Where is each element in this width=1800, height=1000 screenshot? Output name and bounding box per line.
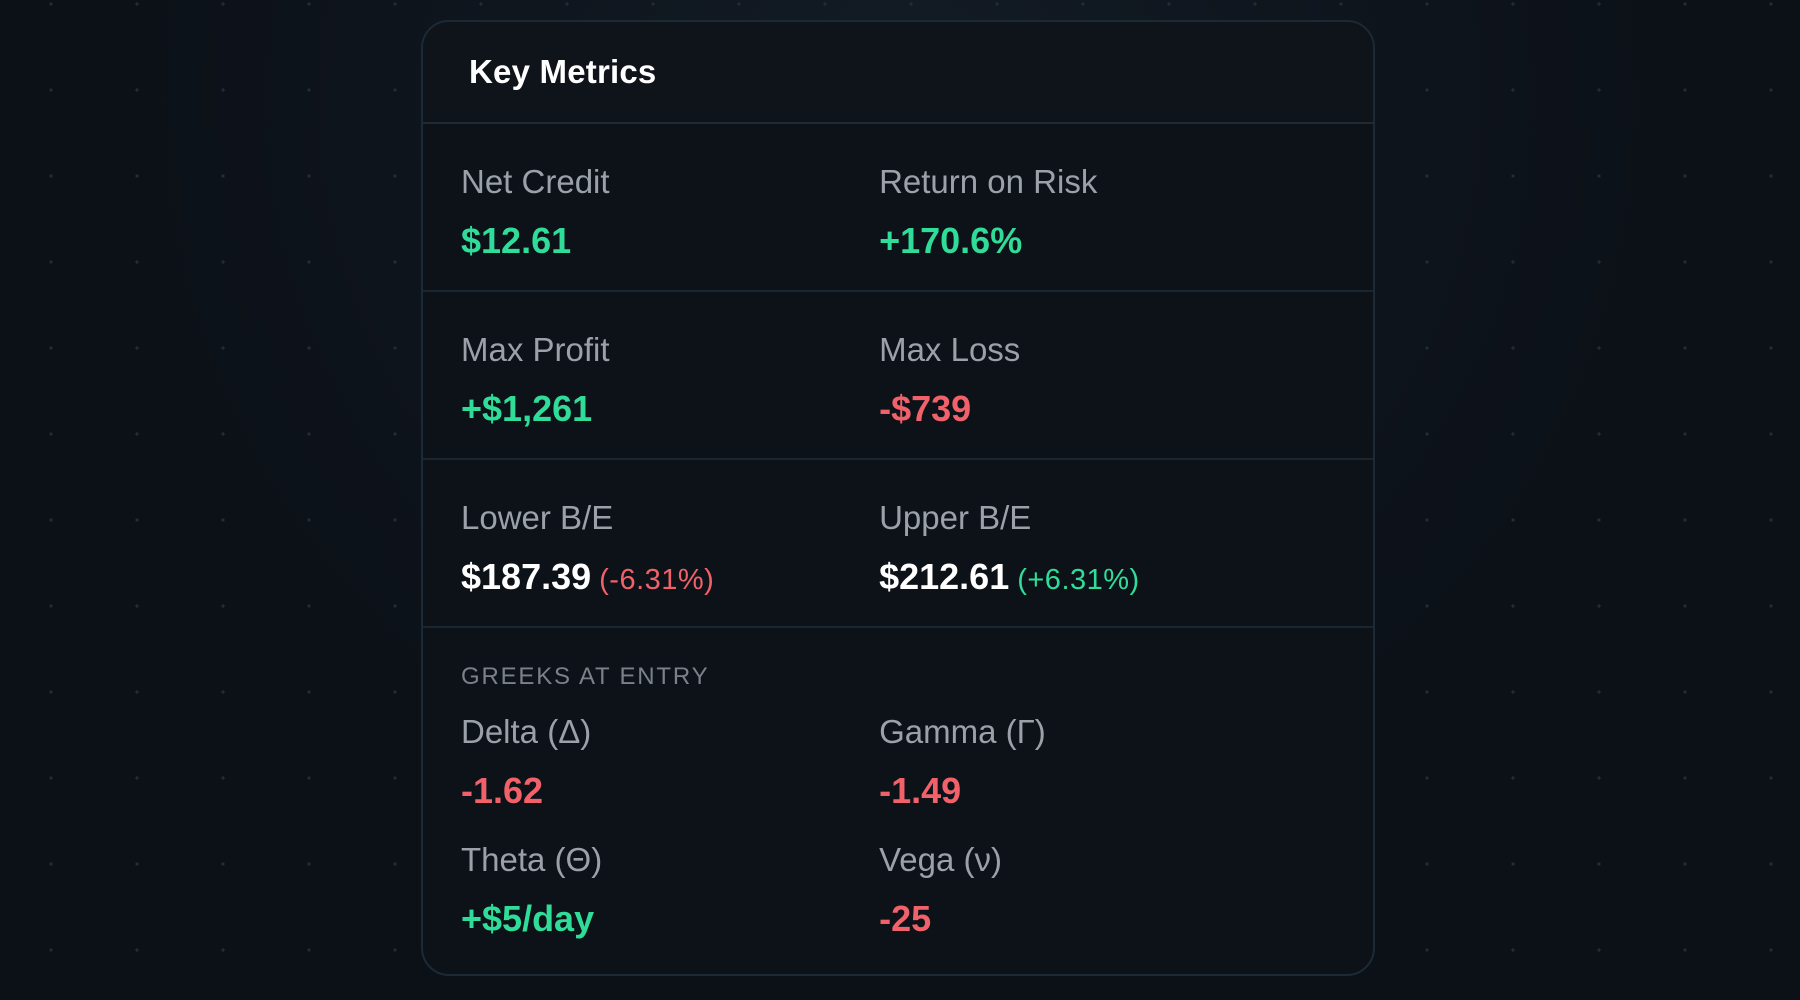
- key-metrics-card: Key Metrics Net Credit $12.61 Return on …: [421, 20, 1375, 976]
- metric-value: +170.6%: [879, 220, 1023, 261]
- metric-row-profit-loss: Max Profit +$1,261 Max Loss -$739: [423, 292, 1373, 460]
- greek-value: +$5/day: [461, 898, 595, 939]
- greek-gamma: Gamma (Γ) -1.49: [879, 712, 1373, 812]
- metric-value: $212.61: [879, 556, 1010, 597]
- card-header: Key Metrics: [423, 22, 1373, 124]
- metric-max-loss: Max Loss -$739: [879, 330, 1373, 458]
- card-title: Key Metrics: [469, 53, 657, 90]
- metric-value: +$1,261: [461, 388, 593, 429]
- greek-value: -1.62: [461, 770, 544, 811]
- metric-net-credit: Net Credit $12.61: [423, 162, 879, 290]
- metric-label: Net Credit: [461, 163, 610, 200]
- metric-row-breakevens: Lower B/E $187.39 (-6.31%) Upper B/E $212…: [423, 460, 1373, 628]
- metric-value-group: $212.61 (+6.31%): [879, 556, 1373, 601]
- greek-vega: Vega (ν) -25: [879, 840, 1373, 940]
- greek-label: Theta (Θ): [461, 841, 603, 878]
- metric-label: Max Loss: [879, 331, 1021, 368]
- metric-percent-change: (-6.31%): [599, 564, 715, 596]
- greek-row-theta-vega: Theta (Θ) +$5/day Vega (ν) -25: [423, 840, 1373, 940]
- metric-max-profit: Max Profit +$1,261: [423, 330, 879, 458]
- metric-value: $187.39: [461, 556, 592, 597]
- greek-theta: Theta (Θ) +$5/day: [423, 840, 879, 940]
- metric-value-group: $187.39 (-6.31%): [461, 556, 879, 601]
- metric-return-on-risk: Return on Risk +170.6%: [879, 162, 1373, 290]
- greek-label: Delta (Δ): [461, 713, 592, 750]
- greek-value: -25: [879, 898, 932, 939]
- greek-label: Gamma (Γ): [879, 713, 1046, 750]
- greek-value: -1.49: [879, 770, 962, 811]
- greek-row-delta-gamma: Delta (Δ) -1.62 Gamma (Γ) -1.49: [423, 712, 1373, 812]
- greek-label: Vega (ν): [879, 841, 1002, 878]
- greeks-section: GREEKS AT ENTRY Delta (Δ) -1.62 Gamma (Γ…: [423, 628, 1373, 940]
- metric-label: Max Profit: [461, 331, 610, 368]
- metric-percent-change: (+6.31%): [1017, 564, 1140, 596]
- metric-label: Return on Risk: [879, 163, 1098, 200]
- metric-label: Lower B/E: [461, 499, 614, 536]
- metric-lower-breakeven: Lower B/E $187.39 (-6.31%): [423, 498, 879, 626]
- metric-label: Upper B/E: [879, 499, 1032, 536]
- metric-value: -$739: [879, 388, 972, 429]
- greeks-heading: GREEKS AT ENTRY: [461, 663, 710, 690]
- greek-delta: Delta (Δ) -1.62: [423, 712, 879, 812]
- metric-row-credit-return: Net Credit $12.61 Return on Risk +170.6%: [423, 124, 1373, 292]
- metric-upper-breakeven: Upper B/E $212.61 (+6.31%): [879, 498, 1373, 626]
- metric-value: $12.61: [461, 220, 572, 261]
